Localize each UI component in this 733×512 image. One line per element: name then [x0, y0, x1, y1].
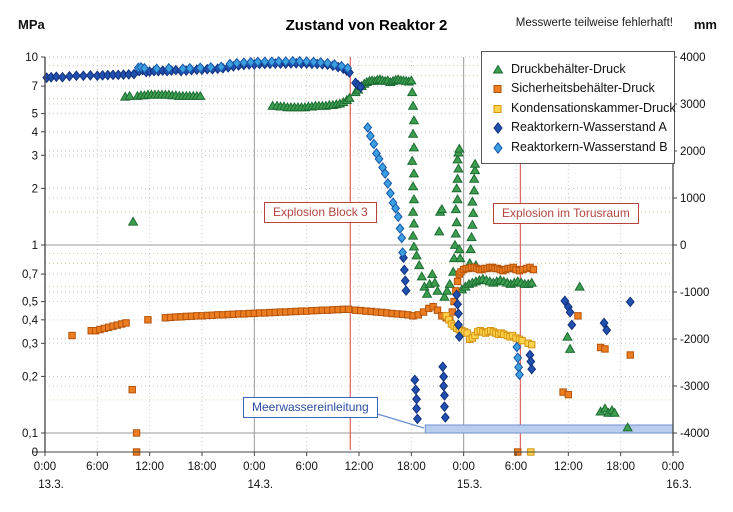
svg-text:2000: 2000	[680, 146, 706, 158]
warning-note: Messwerte teilweise fehlerhaft!	[515, 17, 673, 29]
svg-text:10: 10	[25, 52, 38, 64]
svg-text:6:00: 6:00	[505, 461, 527, 473]
svg-text:12:00: 12:00	[135, 461, 164, 473]
right-axis-unit-label: mm	[693, 17, 717, 32]
x-axis-tick-labels: 0:00 6:00 12:00 18:00 0:00 6:00 12:00 18:00 0:00…	[34, 461, 684, 473]
svg-text:12:00: 12:00	[345, 461, 374, 473]
series-druckbeh-lter-druck	[119, 74, 633, 432]
svg-text:4: 4	[32, 127, 39, 139]
svg-text:0: 0	[32, 447, 38, 459]
svg-text:0,7: 0,7	[22, 269, 38, 281]
svg-text:0,4: 0,4	[22, 315, 39, 327]
right-axis-tick-labels: 4000 3000 2000 1000 0 -1000 -2000 -3000 -4000	[680, 52, 709, 440]
legend-label: Druckbehälter-Druck	[511, 61, 626, 76]
legend-item-wasserstand-a: Reaktorkern-Wasserstand A	[492, 118, 668, 138]
legend-item-wasserstand-b: Reaktorkern-Wasserstand B	[492, 137, 668, 157]
svg-text:1: 1	[32, 240, 38, 252]
svg-text:-2000: -2000	[680, 334, 709, 346]
svg-text:0: 0	[680, 240, 686, 252]
legend-label: Reaktorkern-Wasserstand B	[511, 139, 668, 154]
left-axis-unit-label: MPa	[18, 17, 45, 32]
series-reaktorkern-wasserstand-b	[133, 55, 524, 381]
svg-text:3: 3	[32, 150, 38, 162]
svg-text:18:00: 18:00	[397, 461, 426, 473]
annotation-explosion-torusraum: Explosion im Torusraum	[493, 203, 639, 224]
left-axis-tick-labels: 10 7 5 4 3 2 1 0,7 0,5 0,4 0,3 0,2 0,1 0	[22, 52, 39, 459]
svg-text:-3000: -3000	[680, 381, 709, 393]
series-kondensationskammer-druck	[442, 312, 536, 456]
svg-text:18:00: 18:00	[188, 461, 217, 473]
svg-text:0:00: 0:00	[662, 461, 684, 473]
svg-text:0:00: 0:00	[243, 461, 265, 473]
svg-text:5: 5	[32, 109, 38, 121]
svg-text:7: 7	[32, 81, 38, 93]
legend: Druckbehälter-Druck Sicherheitsbehälter-…	[481, 51, 676, 164]
chart-title: Zustand von Reaktor 2	[285, 17, 448, 34]
series-sicherheitsbeh-lter-druck	[68, 263, 634, 456]
svg-text:4000: 4000	[680, 52, 706, 64]
svg-text:16.3.: 16.3.	[666, 479, 692, 491]
svg-text:0,2: 0,2	[22, 371, 38, 383]
light-blue-diamond-icon	[492, 141, 507, 154]
svg-text:13.3.: 13.3.	[38, 479, 64, 491]
svg-text:18:00: 18:00	[606, 461, 635, 473]
green-triangle-icon	[492, 63, 507, 75]
legend-label: Sicherheitsbehälter-Druck	[511, 81, 655, 96]
svg-text:0,1: 0,1	[22, 428, 38, 440]
svg-text:0:00: 0:00	[34, 461, 56, 473]
svg-text:6:00: 6:00	[86, 461, 108, 473]
svg-text:0,5: 0,5	[22, 297, 38, 309]
svg-text:15.3.: 15.3.	[457, 479, 483, 491]
svg-text:14.3.: 14.3.	[248, 479, 274, 491]
annotation-meerwassereinleitung: Meerwassereinleitung	[243, 397, 378, 418]
svg-text:0:00: 0:00	[452, 461, 474, 473]
annotation-explosion-block3: Explosion Block 3	[264, 202, 377, 223]
yellow-square-icon	[492, 102, 507, 114]
svg-text:-4000: -4000	[680, 428, 709, 440]
svg-text:12:00: 12:00	[554, 461, 583, 473]
legend-item-kondensationskammer-druck: Kondensationskammer-Druck	[492, 98, 676, 118]
orange-square-icon	[492, 82, 507, 94]
svg-text:2: 2	[32, 183, 38, 195]
svg-text:1000: 1000	[680, 193, 706, 205]
legend-item-sicherheitsbehaelter-druck: Sicherheitsbehälter-Druck	[492, 79, 668, 99]
svg-text:3000: 3000	[680, 99, 706, 111]
legend-label: Kondensationskammer-Druck	[511, 100, 676, 115]
legend-label: Reaktorkern-Wasserstand A	[511, 120, 667, 135]
legend-item-druckbehaelter-druck: Druckbehälter-Druck	[492, 59, 668, 79]
dark-blue-diamond-icon	[492, 121, 507, 135]
x-axis-date-labels: 13.3. 14.3. 15.3. 16.3.	[38, 479, 692, 491]
svg-text:0,3: 0,3	[22, 338, 38, 350]
svg-text:-1000: -1000	[680, 287, 709, 299]
svg-text:6:00: 6:00	[295, 461, 317, 473]
